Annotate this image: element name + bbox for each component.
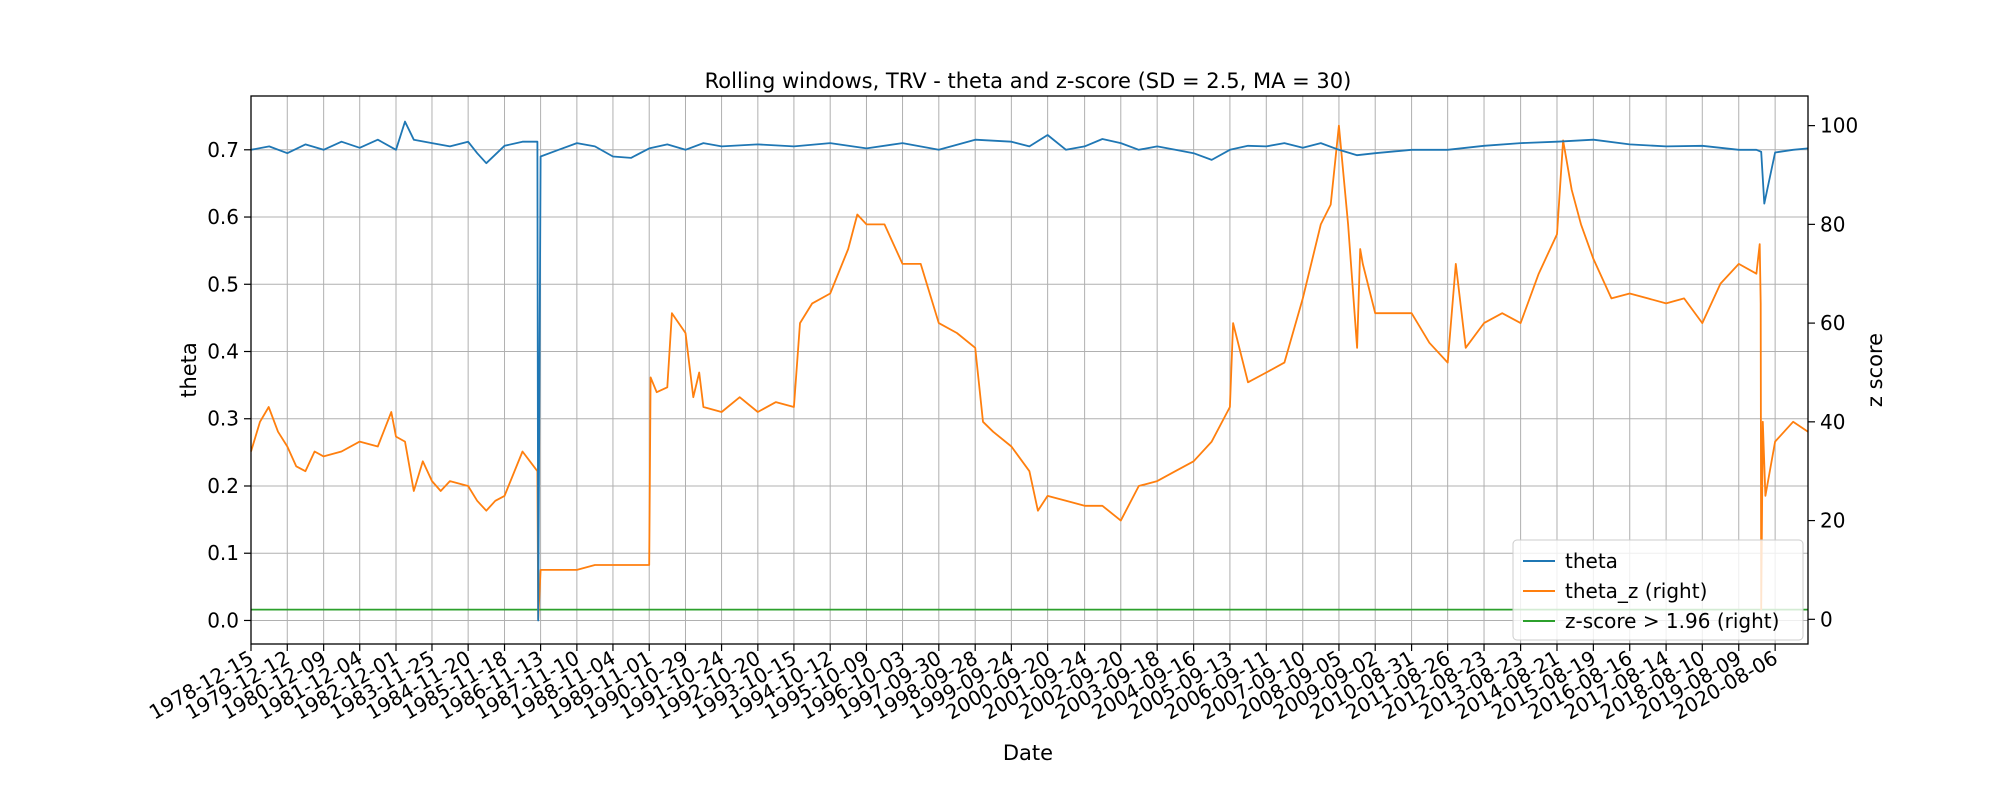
left-axis: 0.0 0.1 0.2 0.3 0.4 0.5 0.6 0.7 bbox=[207, 138, 251, 632]
legend-label: theta bbox=[1565, 549, 1618, 573]
y-tick-label: 0.3 bbox=[207, 407, 239, 431]
y-tick-label: 0.7 bbox=[207, 138, 239, 162]
y-axis-label-right: z score bbox=[1863, 333, 1887, 407]
x-axis-label: Date bbox=[1003, 741, 1053, 765]
y-tick-label: 0.1 bbox=[207, 541, 239, 565]
y-right-tick-label: 80 bbox=[1820, 212, 1845, 236]
x-axis: 1978-12-151979-12-121980-12-091981-12-04… bbox=[145, 644, 1782, 724]
y-right-tick-label: 20 bbox=[1820, 509, 1845, 533]
y-tick-label: 0.5 bbox=[207, 272, 239, 296]
legend-label: theta_z (right) bbox=[1565, 579, 1707, 603]
chart-title: Rolling windows, TRV - theta and z-score… bbox=[705, 69, 1352, 93]
y-right-tick-label: 60 bbox=[1820, 311, 1845, 335]
series-line-0 bbox=[250, 120, 1809, 622]
legend: theta theta_z (right) z-score > 1.96 (righ… bbox=[1512, 539, 1804, 641]
y-right-tick-label: 0 bbox=[1820, 607, 1833, 631]
y-tick-label: 0.6 bbox=[207, 205, 239, 229]
plot-frame bbox=[250, 95, 1809, 645]
y-right-tick-label: 40 bbox=[1820, 410, 1845, 434]
legend-label: z-score > 1.96 (right) bbox=[1565, 609, 1779, 633]
y-tick-label: 0.2 bbox=[207, 474, 239, 498]
legend-box bbox=[1512, 539, 1804, 641]
series-line-1 bbox=[250, 124, 1809, 621]
y-right-tick-label: 100 bbox=[1820, 114, 1858, 138]
y-tick-label: 0.4 bbox=[207, 340, 239, 364]
right-axis: 0 20 40 60 80 100 bbox=[1808, 114, 1858, 631]
y-axis-label: theta bbox=[177, 342, 201, 398]
y-tick-label: 0.0 bbox=[207, 608, 239, 632]
